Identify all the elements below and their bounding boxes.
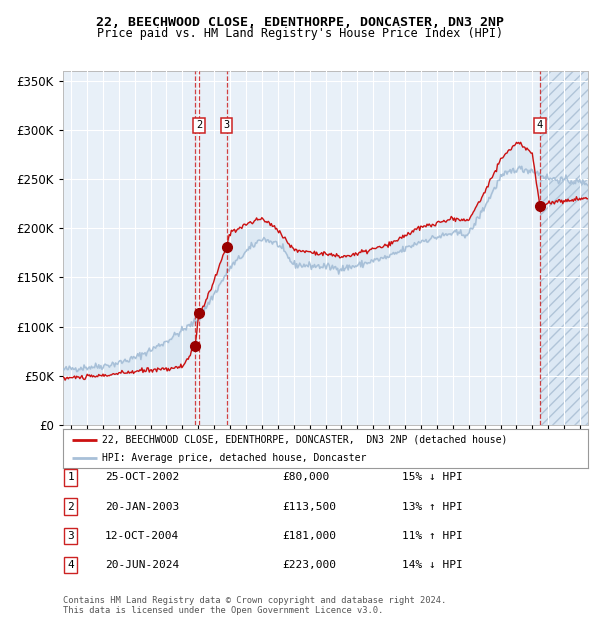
Text: 20-JUN-2024: 20-JUN-2024 [105, 560, 179, 570]
Text: Price paid vs. HM Land Registry's House Price Index (HPI): Price paid vs. HM Land Registry's House … [97, 27, 503, 40]
Text: 1: 1 [67, 472, 74, 482]
Text: 22, BEECHWOOD CLOSE, EDENTHORPE, DONCASTER, DN3 2NP: 22, BEECHWOOD CLOSE, EDENTHORPE, DONCAST… [96, 16, 504, 29]
Text: £181,000: £181,000 [282, 531, 336, 541]
Text: This data is licensed under the Open Government Licence v3.0.: This data is licensed under the Open Gov… [63, 606, 383, 616]
Text: 3: 3 [223, 120, 230, 130]
Text: 3: 3 [67, 531, 74, 541]
Text: 4: 4 [67, 560, 74, 570]
Text: 12-OCT-2004: 12-OCT-2004 [105, 531, 179, 541]
Bar [540, 71, 588, 425]
Text: £223,000: £223,000 [282, 560, 336, 570]
Text: 22, BEECHWOOD CLOSE, EDENTHORPE, DONCASTER,  DN3 2NP (detached house): 22, BEECHWOOD CLOSE, EDENTHORPE, DONCAST… [103, 435, 508, 445]
Text: 11% ↑ HPI: 11% ↑ HPI [402, 531, 463, 541]
Text: 15% ↓ HPI: 15% ↓ HPI [402, 472, 463, 482]
Text: £80,000: £80,000 [282, 472, 329, 482]
Text: HPI: Average price, detached house, Doncaster: HPI: Average price, detached house, Donc… [103, 453, 367, 463]
Text: 2: 2 [196, 120, 202, 130]
Text: 4: 4 [536, 120, 543, 130]
Text: 20-JAN-2003: 20-JAN-2003 [105, 502, 179, 512]
Text: 2: 2 [67, 502, 74, 512]
Text: 25-OCT-2002: 25-OCT-2002 [105, 472, 179, 482]
Text: 13% ↑ HPI: 13% ↑ HPI [402, 502, 463, 512]
Text: £113,500: £113,500 [282, 502, 336, 512]
Text: 14% ↓ HPI: 14% ↓ HPI [402, 560, 463, 570]
Text: Contains HM Land Registry data © Crown copyright and database right 2024.: Contains HM Land Registry data © Crown c… [63, 596, 446, 606]
